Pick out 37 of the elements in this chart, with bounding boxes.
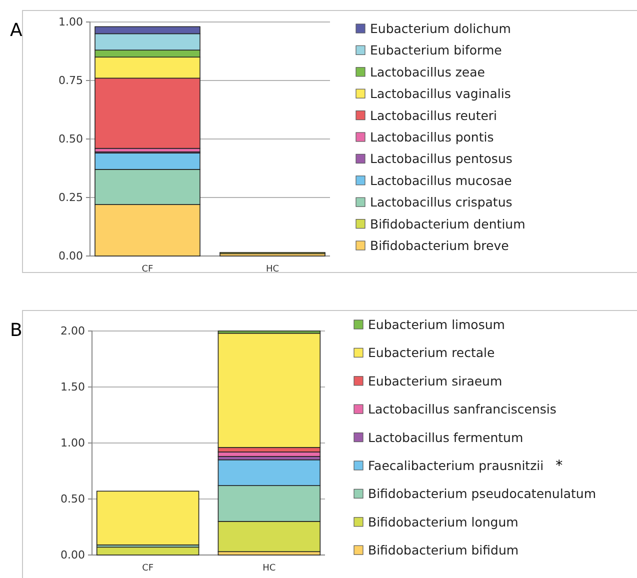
y-tick-label: 1.50 bbox=[60, 380, 85, 394]
y-tick-label: 1.00 bbox=[60, 436, 85, 450]
legend-label: Lactobacillus reuteri bbox=[370, 108, 498, 123]
legend-label: Bifidobacterium breve bbox=[370, 238, 510, 253]
x-tick-label: HC bbox=[262, 563, 276, 574]
legend-label: Bifidobacterium bifidum bbox=[368, 542, 519, 558]
legend-label: Eubacterium limosum bbox=[368, 317, 505, 332]
legend-label: Lactobacillus crispatus bbox=[370, 194, 512, 210]
legend-label: Bifidobacterium longum bbox=[368, 514, 518, 530]
y-tick-label: 1.00 bbox=[58, 16, 83, 29]
legend-label: Eubacterium rectale bbox=[368, 345, 496, 360]
legend-label: Faecalibacterium prausnitzii bbox=[368, 458, 544, 473]
x-tick-label: HC bbox=[266, 264, 280, 274]
legend-label: Eubacterium siraeum bbox=[368, 373, 502, 388]
x-tick-label: CF bbox=[142, 563, 154, 574]
chart-title: B bbox=[10, 320, 22, 341]
legend-label: Bifidobacterium dentium bbox=[370, 216, 526, 232]
legend-label: Lactobacillus vaginalis bbox=[370, 86, 511, 102]
legend-label: Bifidobacterium pseudocatenulatum bbox=[368, 486, 596, 502]
legend-label: Lactobacillus pontis bbox=[370, 130, 494, 144]
chart-title: A bbox=[10, 20, 23, 41]
legend-label: Lactobacillus mucosae bbox=[370, 172, 512, 188]
y-tick-label: 0.75 bbox=[58, 74, 83, 88]
legend-label: Eubacterium dolichum bbox=[370, 21, 511, 36]
y-tick-label: 0.50 bbox=[58, 132, 83, 146]
legend-label: Eubacterium biforme bbox=[370, 42, 502, 58]
x-tick-label: CF bbox=[142, 264, 154, 274]
legend-label: Lactobacillus sanfranciscensis bbox=[368, 402, 556, 417]
y-tick-label: 0.00 bbox=[58, 250, 83, 263]
y-tick-label: 0.50 bbox=[60, 492, 85, 506]
legend-label: Lactobacillus zeae bbox=[370, 64, 486, 80]
text: * bbox=[556, 458, 563, 474]
legend-label: Lactobacillus fermentum bbox=[368, 430, 524, 445]
legend-label: Lactobacillus pentosus bbox=[370, 151, 512, 166]
y-tick-label: 0.00 bbox=[60, 548, 85, 562]
y-tick-label: 2.00 bbox=[60, 324, 85, 338]
y-tick-label: 0.25 bbox=[58, 191, 83, 204]
